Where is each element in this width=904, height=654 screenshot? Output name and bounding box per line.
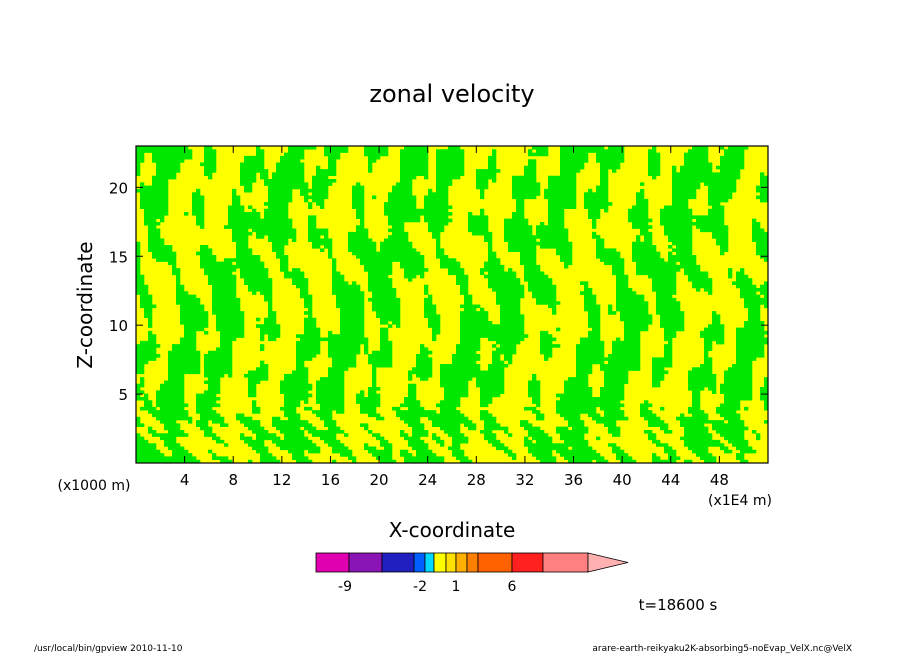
x-tick-label: 4 — [180, 471, 190, 489]
y-tick-label: 20 — [109, 179, 128, 197]
x-tick-label: 28 — [467, 471, 486, 489]
x-tick-label: 16 — [321, 471, 340, 489]
colorbar — [315, 552, 629, 573]
colorbar-labels: -9 -2 1 6 — [338, 579, 517, 595]
colorbar-label: 6 — [508, 579, 517, 595]
colorbar-segment — [511, 552, 544, 573]
x-tick-label: 32 — [515, 471, 534, 489]
x-tick-label: 40 — [613, 471, 632, 489]
x-tick-label: 20 — [370, 471, 389, 489]
colorbar-segment — [542, 552, 589, 573]
y-tick-label: 5 — [118, 386, 128, 404]
colorbar-segment — [466, 552, 479, 573]
colorbar-segment — [433, 552, 447, 573]
colorbar-segment — [381, 552, 415, 573]
x-tick-label: 48 — [710, 471, 729, 489]
x-tick-label: 12 — [272, 471, 291, 489]
x-tick-label: 8 — [228, 471, 238, 489]
colorbar-segment — [455, 552, 468, 573]
field-green-regions — [136, 146, 768, 463]
y-tick-label: 10 — [109, 317, 128, 335]
y-axis-unit: (x1000 m) — [58, 478, 131, 494]
x-tick-label: 36 — [564, 471, 583, 489]
velocity-field — [136, 146, 768, 463]
colorbar-segment — [348, 552, 383, 573]
colorbar-label: -2 — [413, 579, 427, 595]
x-axis-ticks: 4 8 12 16 20 24 28 32 36 40 44 48 — [180, 146, 729, 489]
x-axis-unit: (x1E4 m) — [708, 493, 772, 509]
footer-right: arare-earth-reikyaku2K-absorbing5-noEvap… — [592, 644, 852, 654]
x-tick-label: 24 — [418, 471, 437, 489]
colorbar-segment — [315, 552, 350, 573]
time-label: t=18600 s — [639, 596, 718, 614]
y-axis-label: Z-coordinate — [73, 241, 97, 368]
colorbar-segment — [424, 552, 435, 573]
colorbar-label: 1 — [452, 579, 461, 595]
x-axis-label: X-coordinate — [389, 518, 516, 542]
colorbar-segment — [413, 552, 426, 573]
x-tick-label: 44 — [661, 471, 680, 489]
y-tick-label: 15 — [109, 248, 128, 266]
colorbar-segment — [445, 552, 457, 573]
colorbar-segment — [477, 552, 513, 573]
footer-left: /usr/local/bin/gpview 2010-11-10 — [34, 644, 183, 654]
y-axis-ticks: 5 10 15 20 — [109, 179, 768, 404]
plot-frame — [135, 145, 769, 464]
colorbar-label: -9 — [338, 579, 352, 595]
chart-title: zonal velocity — [369, 80, 534, 108]
colorbar-arrow — [587, 552, 629, 573]
